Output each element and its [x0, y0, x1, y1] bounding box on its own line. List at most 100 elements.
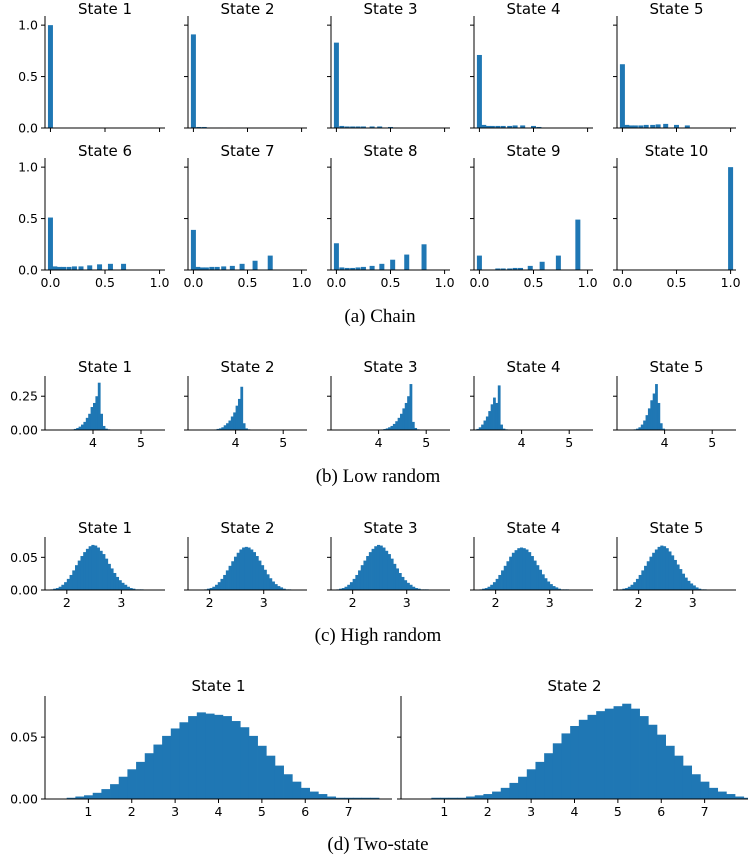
bar	[500, 787, 510, 799]
bar	[94, 545, 98, 590]
bar	[370, 797, 380, 799]
bar	[228, 420, 232, 430]
bar	[530, 556, 534, 590]
bar	[90, 407, 94, 430]
bar	[236, 552, 240, 590]
panel-title: State 6	[78, 142, 132, 160]
bar	[622, 703, 632, 799]
x-tick-label: 5	[422, 435, 430, 450]
bar	[404, 402, 408, 430]
bar	[382, 547, 386, 590]
x-tick-label: 1	[84, 804, 92, 819]
bar	[75, 565, 79, 590]
bar	[388, 427, 391, 430]
bar	[466, 796, 476, 799]
bar	[61, 266, 67, 270]
x-tick-label: 4	[215, 804, 223, 819]
bar	[647, 408, 651, 430]
bar	[355, 574, 359, 590]
bar	[80, 556, 84, 590]
panel-title: State 10	[645, 142, 709, 160]
x-tick-label: 3	[117, 595, 125, 610]
panel-c-1: 0.00 0.05 2 3 State 1	[10, 519, 165, 610]
bar	[527, 265, 533, 270]
bar	[619, 64, 625, 128]
bar	[652, 552, 656, 590]
bar	[360, 266, 366, 270]
bar	[274, 584, 278, 590]
bar	[652, 393, 656, 430]
bar	[118, 776, 128, 799]
x-tick-label: 7	[701, 804, 709, 819]
x-tick-label: 7	[345, 804, 353, 819]
bar	[203, 267, 209, 270]
bar	[107, 563, 111, 590]
bar	[578, 719, 588, 799]
x-tick-label: 3	[546, 595, 554, 610]
bar	[507, 268, 513, 270]
bar	[406, 582, 410, 590]
bar	[85, 417, 89, 430]
bar	[216, 428, 220, 430]
bar	[92, 792, 102, 799]
bar	[240, 386, 244, 430]
bar	[400, 413, 403, 430]
bar	[481, 124, 487, 128]
panel-title: State 1	[78, 0, 132, 18]
x-tick-label: 2	[484, 804, 492, 819]
x-tick-label: 5	[708, 435, 716, 450]
bar	[649, 556, 653, 590]
bar	[350, 267, 356, 270]
bar	[209, 588, 213, 590]
bar	[644, 565, 648, 590]
y-tick-label: 0.05	[10, 550, 38, 565]
bar	[250, 549, 254, 590]
panel-title: State 5	[649, 519, 703, 537]
panel-a-6: 0.0 0.5 1.0 0.0 0.5 1.0 State 6	[18, 142, 169, 290]
bar	[101, 789, 111, 799]
bar	[83, 421, 87, 430]
x-tick-label: 2	[63, 595, 71, 610]
bar	[118, 580, 122, 590]
bar	[507, 125, 513, 128]
bar	[659, 423, 663, 430]
bar	[52, 266, 58, 270]
bar	[500, 424, 503, 430]
bar	[662, 428, 665, 430]
bar	[274, 765, 284, 799]
panel-title: State 4	[506, 0, 560, 18]
bar	[385, 428, 389, 430]
bar	[248, 735, 258, 799]
bar	[377, 126, 383, 128]
y-tick-label: 0.5	[18, 211, 38, 226]
bar	[596, 711, 606, 799]
bar	[622, 588, 626, 590]
bar	[488, 411, 492, 430]
bar	[520, 125, 526, 128]
bar	[512, 267, 518, 270]
bar	[506, 561, 510, 590]
bar	[110, 568, 114, 590]
bar	[663, 123, 669, 128]
bar	[544, 578, 548, 590]
bar	[490, 584, 494, 590]
bar	[239, 549, 243, 590]
bar	[121, 582, 125, 590]
x-tick-label: 0.5	[95, 275, 115, 290]
bar	[392, 423, 396, 430]
x-tick-label: 0.5	[524, 275, 544, 290]
bar	[379, 263, 385, 270]
x-tick-label: 2	[128, 804, 136, 819]
panel-a-7: 0.0 0.5 1.0 State 7	[183, 142, 311, 290]
bar	[239, 263, 245, 270]
bar	[495, 125, 501, 128]
bar	[76, 427, 79, 430]
bar	[485, 416, 489, 430]
bar	[75, 796, 85, 799]
bar	[624, 124, 630, 128]
bar	[698, 588, 702, 590]
bar	[102, 554, 106, 590]
x-tick-label: 6	[657, 804, 665, 819]
bar	[344, 267, 350, 270]
bar	[132, 588, 136, 590]
